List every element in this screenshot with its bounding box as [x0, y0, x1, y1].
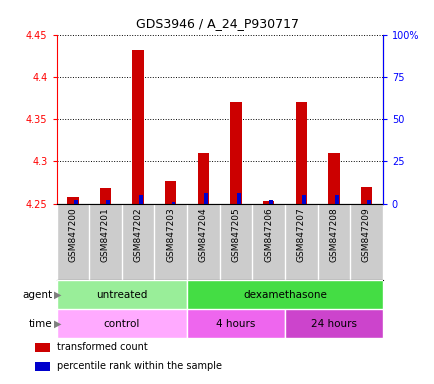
- Bar: [334, 195, 338, 204]
- Bar: [269, 200, 273, 204]
- Text: GSM847209: GSM847209: [361, 207, 370, 262]
- Bar: [230, 102, 241, 204]
- Bar: [67, 197, 79, 204]
- Bar: [35, 343, 50, 352]
- Text: 24 hours: 24 hours: [310, 318, 356, 329]
- Text: GSM847203: GSM847203: [166, 207, 175, 262]
- Bar: [138, 195, 142, 204]
- Bar: [197, 153, 209, 204]
- Text: GSM847208: GSM847208: [329, 207, 338, 262]
- Bar: [73, 200, 77, 204]
- Bar: [56, 309, 187, 338]
- Bar: [187, 309, 284, 338]
- Bar: [236, 194, 240, 204]
- Bar: [301, 195, 305, 204]
- Bar: [164, 181, 176, 204]
- Text: GSM847202: GSM847202: [133, 207, 142, 262]
- Text: percentile rank within the sample: percentile rank within the sample: [56, 361, 221, 371]
- Bar: [187, 280, 382, 309]
- Text: agent: agent: [22, 290, 52, 300]
- Bar: [295, 102, 306, 204]
- Bar: [366, 200, 370, 204]
- Text: GSM847204: GSM847204: [198, 207, 207, 262]
- Bar: [35, 362, 50, 371]
- Text: GDS3946 / A_24_P930717: GDS3946 / A_24_P930717: [136, 17, 298, 30]
- Bar: [56, 280, 187, 309]
- Text: GSM847207: GSM847207: [296, 207, 305, 262]
- Text: GSM847206: GSM847206: [263, 207, 273, 262]
- Text: time: time: [29, 318, 52, 329]
- Text: untreated: untreated: [96, 290, 147, 300]
- Bar: [171, 202, 175, 204]
- Bar: [99, 188, 111, 204]
- Bar: [327, 153, 339, 204]
- Bar: [284, 309, 382, 338]
- Text: GSM847201: GSM847201: [101, 207, 110, 262]
- Text: control: control: [103, 318, 140, 329]
- Text: GSM847200: GSM847200: [68, 207, 77, 262]
- Bar: [262, 201, 274, 204]
- Bar: [132, 50, 144, 204]
- Text: dexamethasone: dexamethasone: [243, 290, 326, 300]
- Text: ▶: ▶: [54, 290, 62, 300]
- Bar: [204, 194, 207, 204]
- Bar: [360, 187, 372, 204]
- Text: GSM847205: GSM847205: [231, 207, 240, 262]
- Text: 4 hours: 4 hours: [216, 318, 255, 329]
- Bar: [106, 200, 110, 204]
- Text: transformed count: transformed count: [56, 342, 147, 352]
- Text: ▶: ▶: [54, 318, 62, 329]
